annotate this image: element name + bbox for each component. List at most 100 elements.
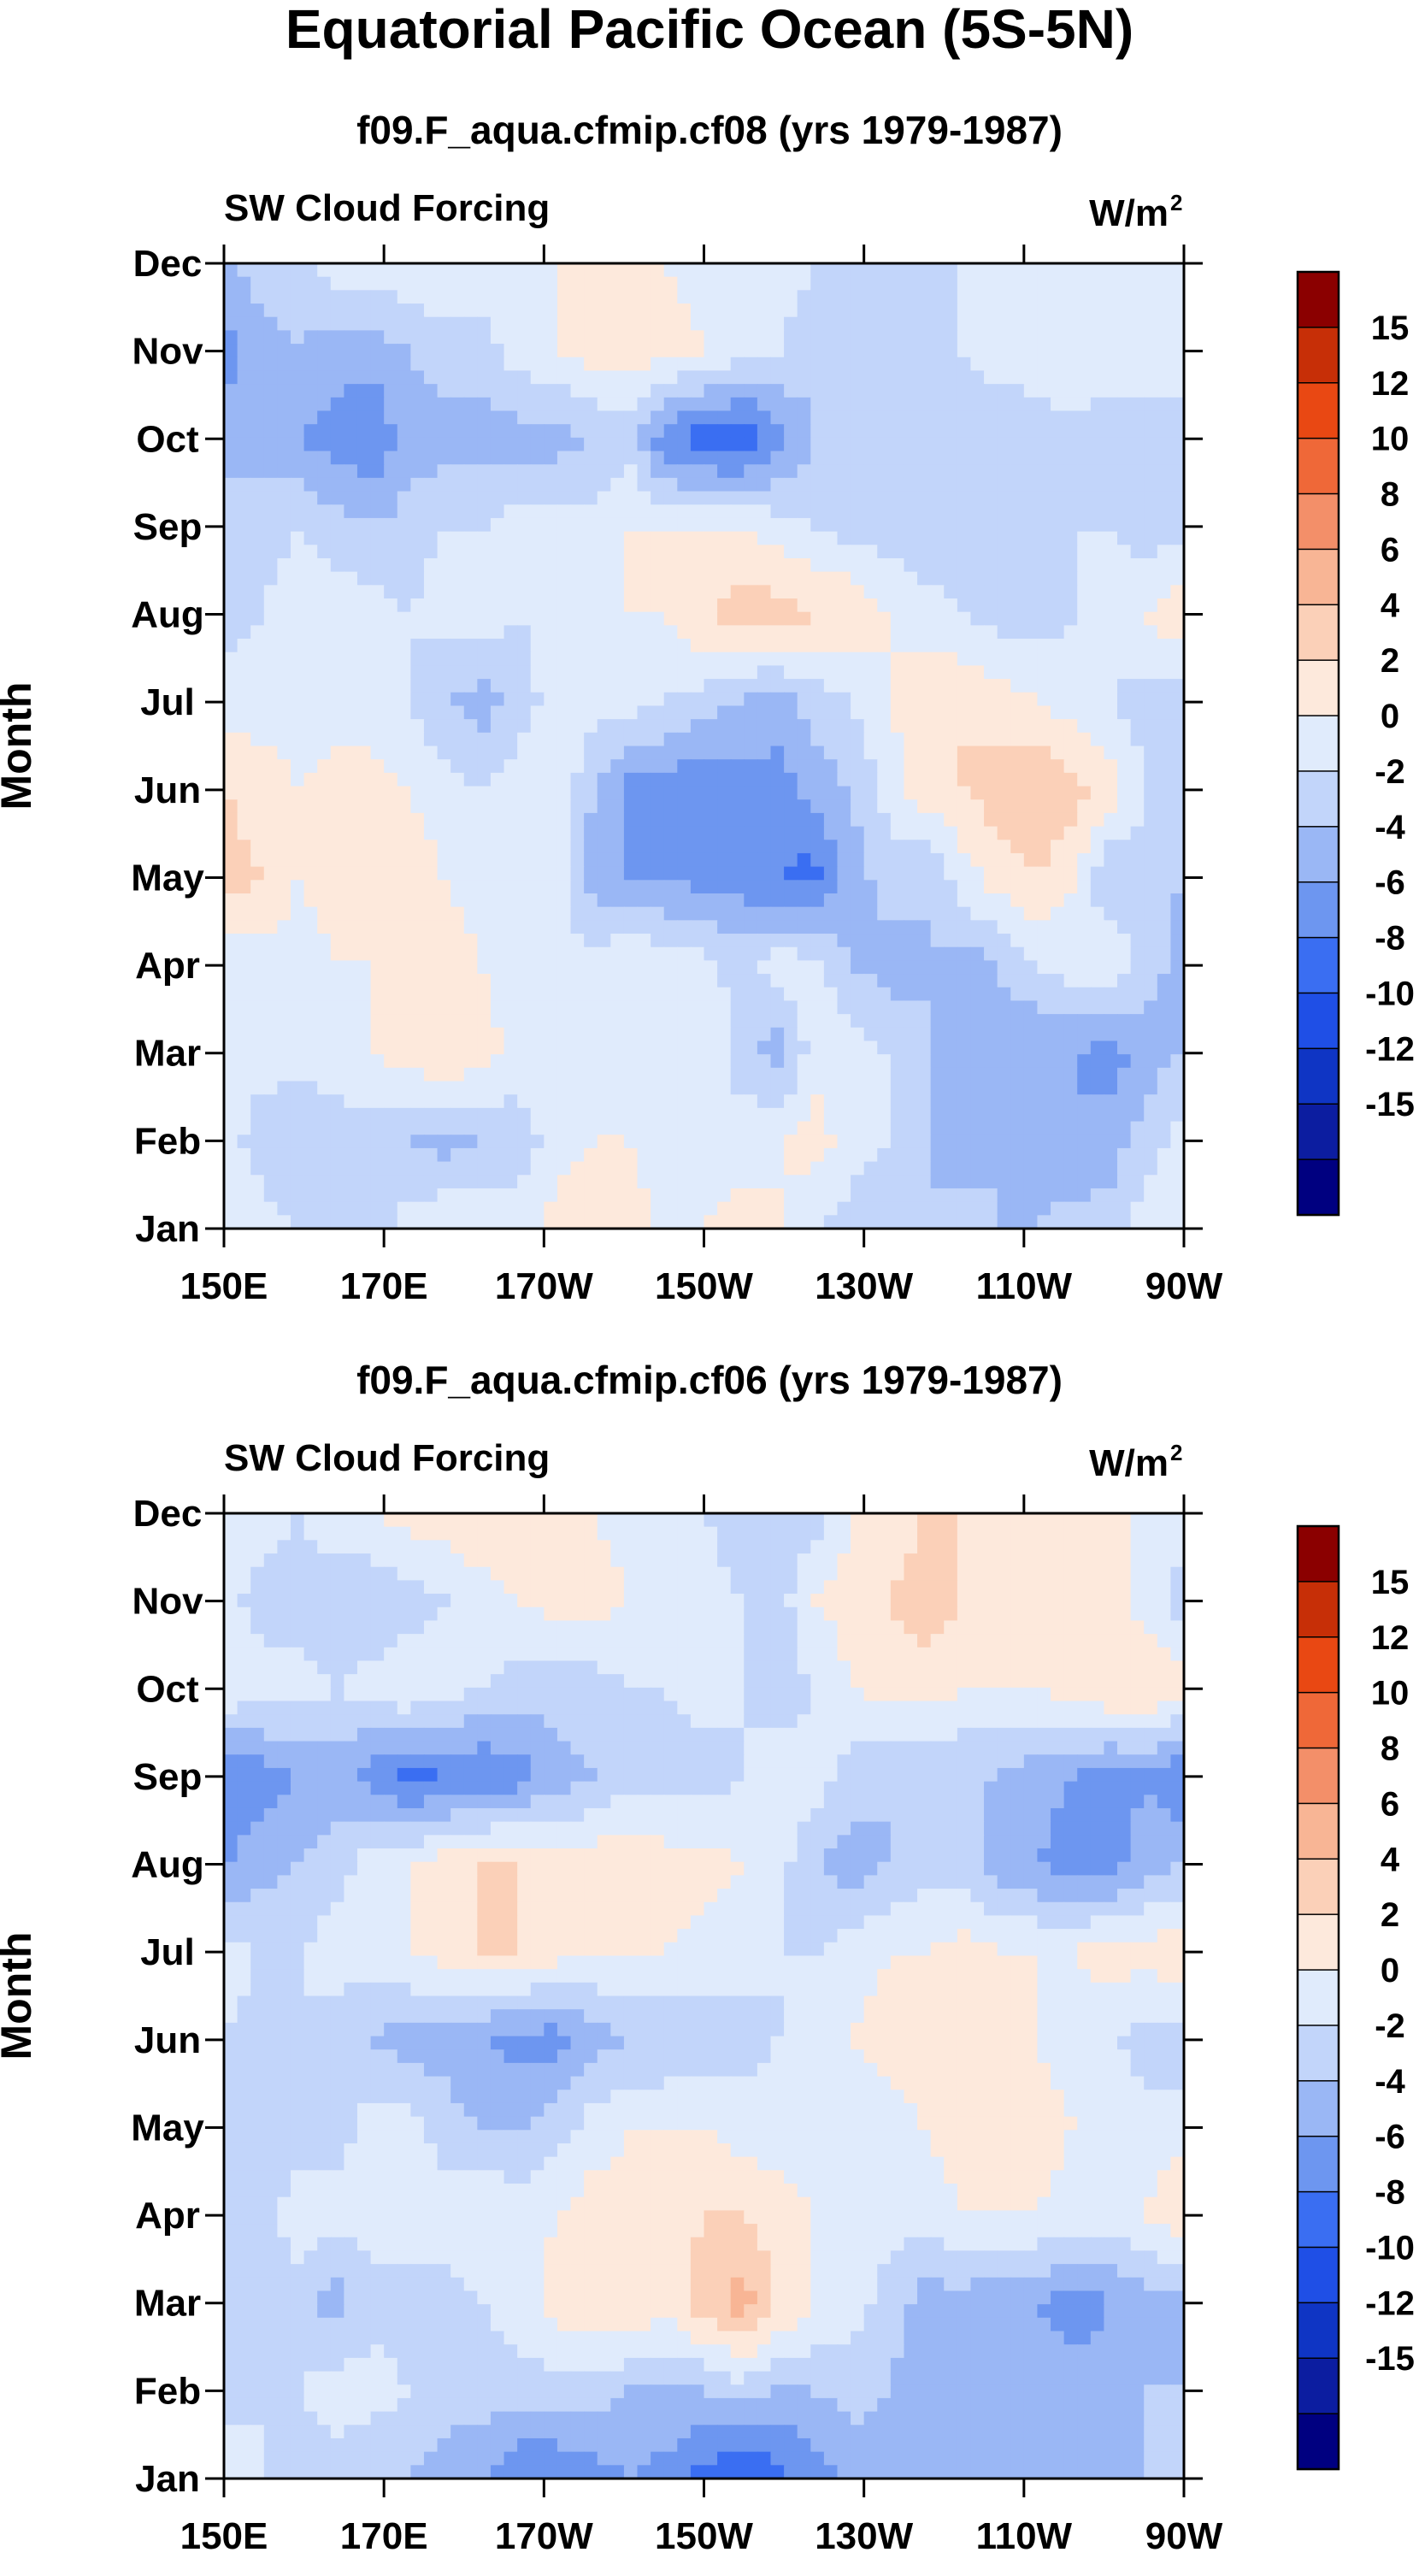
- heatmap-cell: [744, 799, 757, 813]
- heatmap-cell: [1091, 719, 1104, 733]
- heatmap-cell: [1077, 987, 1091, 1001]
- heatmap-cell: [984, 612, 998, 626]
- heatmap-cell: [557, 974, 571, 987]
- heatmap-cell: [1144, 384, 1157, 398]
- heatmap-cell: [810, 1082, 824, 1095]
- heatmap-cell: [1144, 410, 1157, 424]
- heatmap-cell: [304, 960, 318, 974]
- heatmap-cell: [717, 679, 731, 693]
- heatmap-cell: [557, 1028, 571, 1041]
- heatmap-cell: [917, 572, 931, 586]
- heatmap-cell: [651, 813, 664, 827]
- heatmap-cell: [517, 947, 531, 961]
- heatmap-cell: [584, 558, 598, 572]
- heatmap-cell: [744, 1122, 757, 1135]
- heatmap-cell: [877, 504, 891, 518]
- heatmap-cell: [757, 317, 771, 331]
- heatmap-cell: [970, 1014, 984, 1028]
- heatmap-cell: [304, 1094, 318, 1108]
- heatmap-cell: [464, 705, 478, 719]
- heatmap-cell: [304, 612, 318, 626]
- heatmap-cell: [651, 317, 664, 331]
- heatmap-cell: [224, 263, 238, 277]
- heatmap-cell: [917, 934, 931, 947]
- heatmap-cell: [291, 558, 304, 572]
- heatmap-cell: [610, 920, 624, 934]
- heatmap-cell: [931, 705, 945, 719]
- heatmap-cell: [837, 1040, 851, 1054]
- heatmap-cell: [757, 1162, 771, 1176]
- heatmap-cell: [984, 719, 998, 733]
- heatmap-cell: [984, 1122, 998, 1135]
- chart-subtitle: f09.F_aqua.cfmip.cf08 (yrs 1979-1987): [356, 108, 1063, 152]
- heatmap-cell: [677, 960, 691, 974]
- heatmap-cell: [1170, 572, 1184, 586]
- heatmap-cell: [464, 920, 478, 934]
- heatmap-cell: [1024, 558, 1038, 572]
- heatmap-cell: [1077, 464, 1091, 478]
- heatmap-cell: [610, 987, 624, 1001]
- heatmap-cell: [770, 424, 784, 438]
- heatmap-cell: [344, 384, 357, 398]
- heatmap-cell: [544, 813, 557, 827]
- heatmap-cell: [664, 893, 678, 907]
- heatmap-cell: [464, 357, 478, 371]
- heatmap-cell: [851, 1148, 864, 1162]
- heatmap-cell: [277, 1122, 291, 1135]
- heatmap-cell: [317, 813, 331, 827]
- heatmap-cell: [1064, 532, 1078, 545]
- heatmap-cell: [371, 693, 385, 706]
- heatmap-cell: [531, 679, 545, 693]
- heatmap-cell: [770, 1000, 784, 1014]
- heatmap-cell: [917, 370, 931, 384]
- heatmap-cell: [931, 746, 945, 760]
- heatmap-cell: [677, 1162, 691, 1176]
- heatmap-cell: [717, 853, 731, 867]
- heatmap-cell: [517, 572, 531, 586]
- heatmap-cell: [931, 787, 945, 800]
- heatmap-cell: [957, 853, 971, 867]
- heatmap-cell: [1051, 920, 1064, 934]
- heatmap-cell: [1157, 370, 1171, 384]
- heatmap-cell: [598, 464, 611, 478]
- heatmap-cell: [984, 867, 998, 881]
- heatmap-cell: [397, 1162, 411, 1176]
- heatmap-cell: [1024, 1054, 1038, 1068]
- heatmap-cell: [998, 1148, 1011, 1162]
- heatmap-cell: [1157, 639, 1171, 652]
- heatmap-cell: [450, 1122, 464, 1135]
- heatmap-cell: [410, 867, 424, 881]
- heatmap-cell: [691, 639, 704, 652]
- heatmap-cell: [557, 827, 571, 840]
- heatmap-cell: [664, 410, 678, 424]
- heatmap-cell: [757, 290, 771, 304]
- heatmap-cell: [331, 746, 344, 760]
- heatmap-cell: [571, 639, 585, 652]
- heatmap-cell: [1051, 867, 1064, 881]
- heatmap-cell: [544, 880, 557, 893]
- heatmap-cell: [651, 665, 664, 679]
- heatmap-cell: [571, 424, 585, 438]
- heatmap-cell: [304, 1122, 318, 1135]
- heatmap-cell: [784, 384, 798, 398]
- heatmap-cell: [438, 1094, 451, 1108]
- heatmap-cell: [464, 1054, 478, 1068]
- heatmap-cell: [344, 357, 357, 371]
- heatmap-cell: [917, 1135, 931, 1148]
- heatmap-cell: [638, 934, 651, 947]
- heatmap-cell: [477, 1148, 491, 1162]
- heatmap-cell: [1024, 746, 1038, 760]
- heatmap-cell: [824, 907, 838, 921]
- heatmap-cell: [410, 304, 424, 317]
- heatmap-cell: [1131, 947, 1145, 961]
- heatmap-cell: [1117, 1122, 1131, 1135]
- heatmap-cell: [610, 665, 624, 679]
- heatmap-cell: [557, 478, 571, 492]
- heatmap-cell: [238, 840, 251, 853]
- heatmap-cell: [331, 585, 344, 598]
- heatmap-cell: [824, 478, 838, 492]
- heatmap-cell: [891, 263, 904, 277]
- heatmap-cell: [744, 893, 757, 907]
- heatmap-cell: [397, 639, 411, 652]
- heatmap-cell: [491, 492, 504, 505]
